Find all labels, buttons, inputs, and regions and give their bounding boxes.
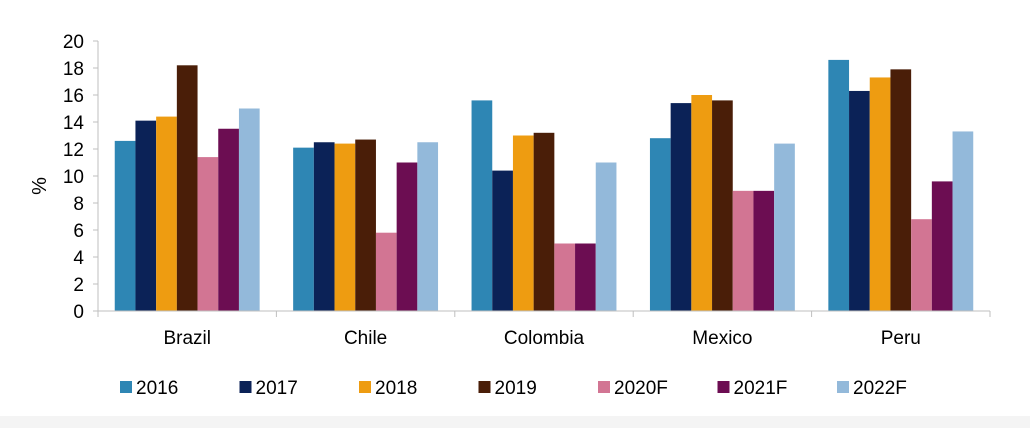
bar-chile-2019	[355, 139, 376, 311]
bar-mexico-2017	[670, 103, 692, 311]
legend-swatch	[717, 381, 730, 393]
bar-colombia-2016	[471, 100, 493, 312]
bar-mexico-2018	[691, 95, 713, 311]
bar-colombia-2021f	[575, 243, 596, 311]
bar-mexico-2019	[712, 100, 733, 312]
bar-peru-2018	[869, 77, 891, 311]
bar-brazil-2021f	[218, 128, 239, 311]
bar-mexico-2022f	[774, 143, 795, 311]
x-axis: Brazil Chile Colombia Mexico Peru	[97, 310, 991, 349]
bar-chile-2017	[313, 142, 335, 311]
y-tick-label: 14	[63, 113, 85, 134]
y-tick-label: 4	[73, 248, 84, 269]
bar-colombia-2022f	[595, 162, 617, 311]
bar-chile-2022f	[417, 142, 439, 311]
bar-peru-2017	[849, 90, 870, 311]
y-axis: 0 2 4 6 8 10 12 14 16 18 20	[63, 32, 99, 323]
y-tick-label: 16	[63, 86, 84, 107]
bar-brazil-2022f	[238, 108, 260, 311]
legend-swatch	[837, 381, 849, 393]
bar-chile-2021f	[396, 162, 418, 311]
legend-label: 2021F	[734, 378, 788, 399]
bar-colombia-2017	[492, 170, 513, 311]
legend-label: 2019	[495, 378, 537, 399]
bar-brazil-2019	[176, 65, 198, 311]
y-axis-label: %	[29, 177, 51, 195]
legend-label: 2017	[256, 378, 298, 399]
legend-label: 2020F	[614, 378, 668, 399]
y-tick-label: 6	[73, 221, 84, 242]
y-tick-label: 8	[73, 194, 84, 215]
legend-label: 2016	[136, 378, 178, 399]
category-label: Brazil	[163, 328, 211, 349]
y-tick-label: 18	[63, 59, 84, 80]
y-tick-label: 10	[63, 167, 84, 188]
category-label: Peru	[881, 328, 921, 349]
legend-label: 2018	[375, 378, 417, 399]
bar-chile-2020f	[375, 232, 397, 311]
bars	[114, 59, 974, 312]
bar-peru-2021f	[931, 181, 953, 311]
bar-brazil-2017	[135, 120, 157, 312]
y-tick-label: 20	[63, 32, 84, 53]
category-label: Mexico	[692, 328, 752, 349]
category-label: Chile	[344, 328, 387, 349]
bar-brazil-2016	[114, 140, 136, 311]
y-tick-label: 12	[63, 140, 84, 161]
legend-swatch	[478, 381, 491, 393]
bar-chile-2016	[293, 147, 314, 311]
bar-chile-2018	[334, 143, 356, 311]
bar-peru-2020f	[911, 219, 932, 311]
bar-colombia-2020f	[554, 243, 576, 311]
legend-swatch	[598, 381, 610, 393]
page-bottom-band	[0, 416, 1030, 428]
y-tick-label: 0	[73, 302, 84, 323]
bar-colombia-2018	[512, 135, 534, 311]
bar-peru-2022f	[952, 131, 974, 311]
bar-mexico-2021f	[753, 190, 775, 311]
category-label: Colombia	[504, 328, 585, 349]
bar-mexico-2016	[649, 138, 671, 311]
legend-swatch	[120, 381, 132, 393]
y-tick-label: 2	[73, 275, 84, 296]
legend-swatch	[239, 381, 252, 393]
bar-brazil-2020f	[197, 157, 219, 311]
bar-peru-2016	[828, 59, 850, 312]
bar-mexico-2020f	[732, 190, 754, 311]
bar-peru-2019	[890, 69, 912, 311]
legend-swatch	[359, 381, 371, 393]
bar-brazil-2018	[156, 116, 177, 311]
legend-label: 2022F	[853, 378, 907, 399]
legend: 2016 2017 2018 2019 2020F 2021F 2022F	[120, 378, 907, 399]
bar-colombia-2019	[533, 132, 555, 311]
